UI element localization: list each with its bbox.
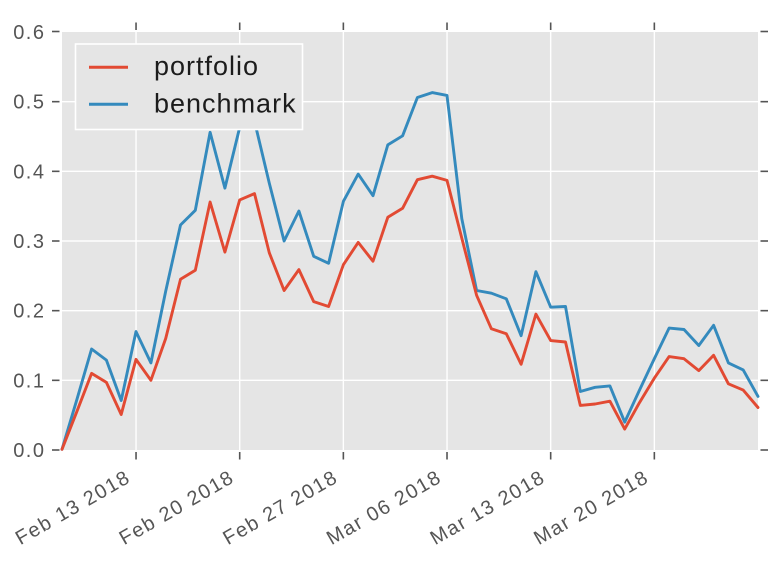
svg-text:benchmark: benchmark	[154, 89, 297, 119]
svg-text:0.4: 0.4	[13, 161, 45, 183]
svg-text:0.3: 0.3	[13, 231, 45, 253]
svg-text:0.2: 0.2	[13, 301, 45, 323]
svg-text:portfolio: portfolio	[154, 51, 259, 81]
svg-text:0.1: 0.1	[13, 370, 45, 392]
svg-text:0.0: 0.0	[13, 440, 45, 462]
svg-text:0.5: 0.5	[13, 92, 45, 114]
svg-text:0.6: 0.6	[13, 22, 45, 44]
